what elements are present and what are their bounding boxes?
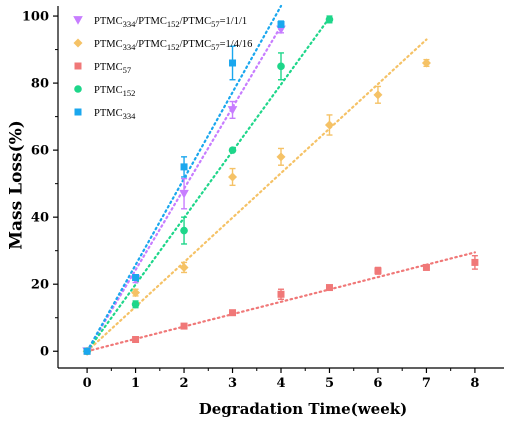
data-point (132, 336, 140, 344)
data-points (82, 15, 479, 357)
x-tick-label: 4 (276, 376, 285, 391)
legend-marker (74, 62, 82, 70)
x-tick-label: 8 (470, 376, 479, 391)
data-point (277, 62, 285, 71)
y-tick-label: 60 (31, 144, 49, 159)
data-point (228, 172, 238, 182)
data-point (422, 263, 430, 271)
trendline (85, 38, 428, 353)
x-axis-title: Degradation Time(week) (199, 400, 408, 418)
data-point (276, 152, 286, 162)
x-tick-label: 1 (131, 376, 140, 391)
x-tick-label: 7 (422, 376, 431, 391)
data-point (471, 258, 479, 266)
data-point (373, 90, 383, 100)
y-tick-label: 100 (22, 10, 49, 25)
legend-marker (73, 38, 83, 48)
y-axis-title: Mass Loss(%) (7, 120, 27, 250)
data-point (229, 59, 237, 67)
data-point (325, 284, 333, 292)
x-tick-label: 3 (228, 376, 237, 391)
legend-marker (74, 85, 82, 93)
x-tick-label: 0 (83, 376, 92, 391)
data-point (229, 309, 237, 317)
legend-label: PTMC152 (94, 85, 135, 98)
data-point (325, 15, 334, 24)
legend-label: PTMC57 (94, 62, 131, 75)
trendline (85, 251, 477, 353)
data-point (324, 120, 334, 130)
data-point (83, 347, 91, 355)
data-point (277, 20, 285, 28)
data-point (421, 58, 431, 68)
data-point (132, 274, 140, 281)
data-point (131, 300, 140, 309)
legend-label: PTMC334 (94, 108, 136, 121)
data-point (131, 288, 141, 298)
data-point (179, 189, 189, 199)
data-point (179, 262, 189, 272)
y-tick-label: 80 (31, 77, 49, 92)
trendline (85, 4, 283, 353)
data-point (180, 322, 188, 330)
legend-marker (74, 108, 82, 116)
data-point (228, 146, 237, 154)
legend: PTMC334/PTMC152/PTMC57=1/1/1 PTMC334/PTMC… (73, 16, 252, 121)
data-point (227, 106, 238, 115)
y-tick-label: 20 (31, 278, 49, 293)
x-tick-label: 5 (325, 376, 334, 391)
x-tick-label: 2 (180, 376, 189, 391)
y-tick-label: 40 (31, 211, 49, 226)
legend-marker (73, 16, 83, 25)
legend-label: PTMC334/PTMC152/PTMC57=1/1/1 (94, 16, 247, 29)
y-tick-label: 0 (40, 345, 49, 360)
data-point (180, 163, 188, 171)
trendline (85, 16, 331, 353)
data-point (180, 226, 188, 235)
data-point (277, 290, 285, 298)
data-point (374, 267, 382, 275)
legend-label: PTMC334/PTMC152/PTMC57=1/4/16 (94, 39, 252, 52)
x-tick-label: 6 (373, 376, 382, 391)
